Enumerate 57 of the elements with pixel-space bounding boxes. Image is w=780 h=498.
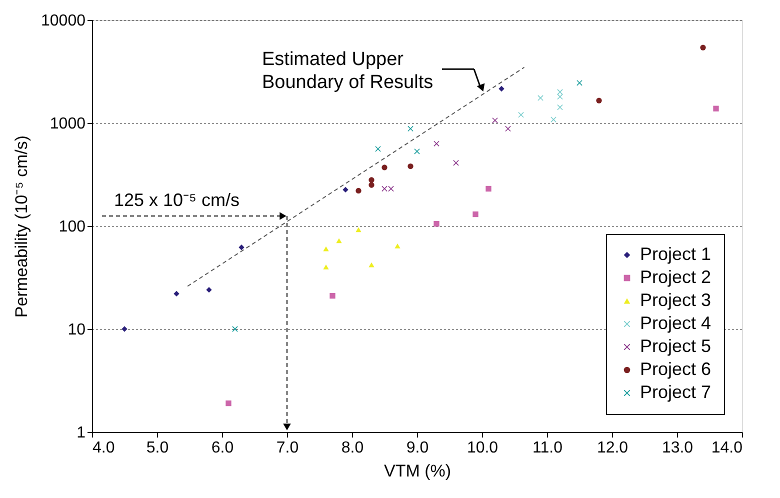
point — [700, 44, 706, 50]
point — [122, 326, 128, 332]
point — [368, 262, 374, 268]
annotation: 125 x 10⁻⁵ cm/s — [114, 190, 240, 210]
legend-label: Project 4 — [640, 313, 712, 333]
y-tick-label: 10000 — [41, 12, 86, 30]
point — [486, 186, 492, 192]
y-axis-title: Permeability (10⁻⁵ cm/s) — [12, 135, 32, 318]
x-tick-label: 9.0 — [406, 440, 429, 456]
point — [557, 89, 563, 95]
point — [323, 246, 329, 252]
x-tick-label: 6.0 — [211, 440, 234, 456]
y-tick-label: 100 — [58, 218, 86, 236]
x-tick-label: 11.0 — [532, 440, 563, 456]
point — [336, 238, 342, 244]
point — [368, 182, 374, 188]
point — [382, 164, 388, 170]
legend-label: Project 7 — [640, 382, 712, 402]
point — [538, 95, 544, 101]
y-tick-label: 1 — [76, 424, 86, 442]
point — [713, 106, 719, 112]
point — [232, 326, 238, 332]
point — [550, 116, 556, 122]
point — [434, 220, 440, 227]
point — [342, 186, 348, 193]
legend-label: Project 6 — [640, 359, 712, 379]
annotation: Estimated Upper Boundary of Results — [262, 49, 434, 94]
legend-label: Project 5 — [640, 336, 712, 356]
point — [174, 290, 180, 297]
y-tick-label: 1000 — [50, 116, 86, 132]
legend-label: Project 3 — [640, 290, 712, 310]
x-tick-label: 12.0 — [596, 440, 628, 456]
x-tick-label: 10.0 — [466, 440, 498, 456]
legend-label: Project 1 — [640, 244, 712, 264]
point — [596, 98, 602, 104]
x-tick-label: 14.0 — [711, 440, 743, 456]
point — [323, 264, 329, 270]
point — [368, 177, 374, 183]
x-tick-label: 13.0 — [662, 440, 694, 456]
point — [226, 400, 232, 406]
x-axis-title: VTM (%) — [384, 462, 452, 480]
point — [206, 287, 212, 293]
y-tick-label: 10 — [68, 322, 86, 338]
point — [238, 244, 244, 250]
point — [498, 86, 504, 92]
point — [330, 292, 336, 299]
point — [356, 227, 362, 232]
x-tick-label: 8.0 — [341, 440, 364, 456]
x-tick-label: 7.0 — [276, 440, 299, 456]
x-tick-label: 5.0 — [146, 440, 169, 456]
point — [408, 163, 414, 170]
x-tick-label: 4.0 — [92, 440, 115, 456]
point — [375, 146, 381, 152]
point — [472, 211, 478, 218]
legend-label: Project 2 — [640, 267, 712, 287]
point — [356, 188, 362, 194]
point — [394, 244, 400, 248]
